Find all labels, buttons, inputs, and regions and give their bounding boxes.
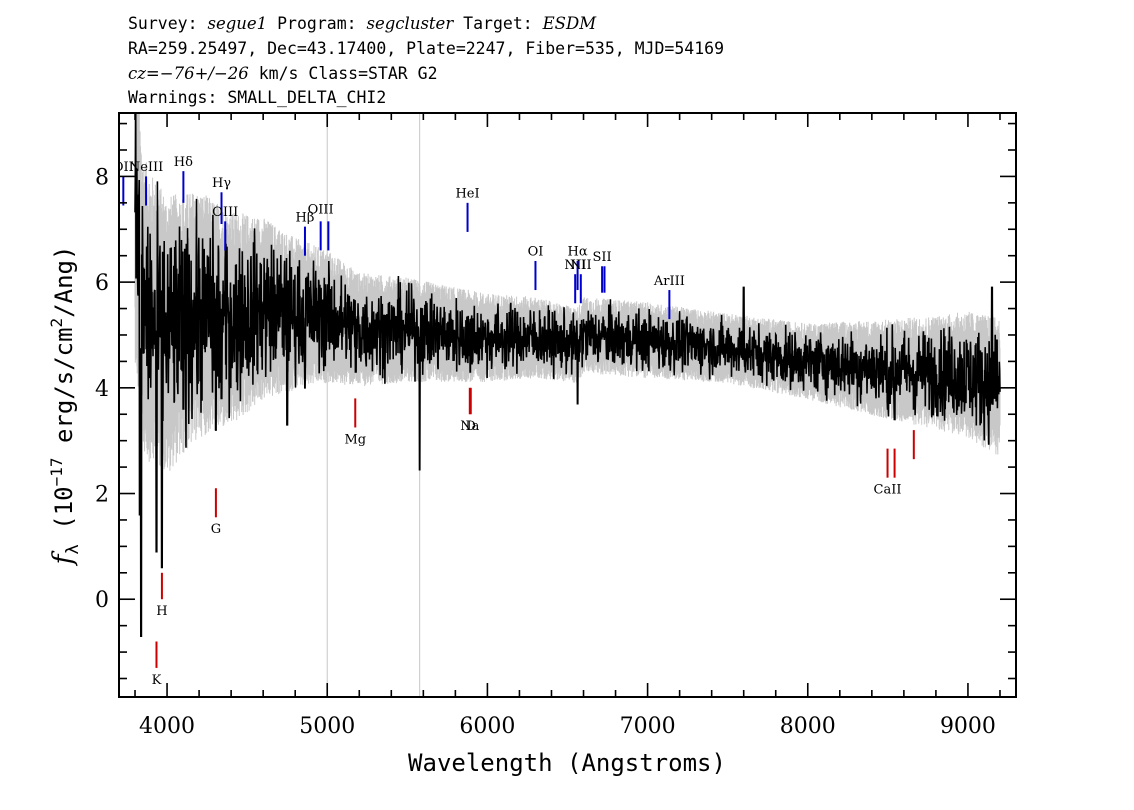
header-fragment: km/s Class=STAR G2 (249, 64, 438, 83)
y-label-units-c: /Ang) (50, 246, 78, 318)
emission-line-label: Hβ (296, 210, 315, 225)
header-fragment: cz=−76+/−26 (128, 64, 249, 83)
plot-frame (118, 112, 1017, 698)
emission-line-label: Hγ (212, 176, 231, 191)
sky-lines (326, 113, 421, 697)
emission-line-label: Hδ (174, 155, 193, 170)
emission-line-label: NII (564, 258, 586, 273)
absorption-line-label: K (152, 673, 162, 688)
header-line-2: RA=259.25497, Dec=43.17400, Plate=2247, … (128, 39, 724, 58)
emission-line-label: SII (593, 250, 612, 265)
header-fragment: Program: (267, 14, 366, 33)
y-label-exp-b: 2 (47, 318, 66, 328)
x-tick-label: 8000 (780, 714, 836, 739)
header-fragment: ESDM (542, 14, 598, 33)
chart-header: Survey: segue1 Program: segcluster Targe… (128, 14, 724, 107)
absorption-line-label: H (156, 604, 167, 619)
y-tick-label: 8 (95, 165, 109, 190)
emission-line-label: NeIII (129, 160, 163, 175)
absorption-line-label: D (466, 419, 476, 434)
absorption-line-label: CaII (874, 483, 902, 498)
y-axis-label: fλ (10−17 erg/s/cm2/Ang) (47, 246, 83, 567)
emission-line-label: Hα (568, 245, 588, 260)
emission-line-label: OII (113, 160, 134, 175)
absorption-line-label: Mg (344, 432, 366, 447)
emission-line-label: HeI (455, 187, 479, 202)
spectrum-line (134, 113, 1001, 637)
header-line-4: Warnings: SMALL_DELTA_CHI2 (128, 88, 386, 107)
header-fragment: Target: (453, 14, 542, 33)
emission-line-label: OIII (308, 202, 334, 217)
header-line-3: cz=−76+/−26 km/s Class=STAR G2 (128, 64, 438, 83)
x-tick-label: 6000 (459, 714, 515, 739)
absorption-line-label: Na (460, 419, 479, 434)
y-tick-label: 2 (95, 483, 109, 508)
x-tick-label: 7000 (620, 714, 676, 739)
emission-line-label: NII (570, 258, 592, 273)
x-tick-label: 4000 (139, 714, 195, 739)
y-tick-label: 6 (95, 271, 109, 296)
header-line-1: Survey: segue1 Program: segcluster Targe… (128, 14, 597, 33)
y-label-units-b: erg/s/cm (50, 327, 78, 457)
header-fragment: Survey: (128, 14, 207, 33)
header-fragment: segcluster (367, 14, 455, 33)
absorption-line-label: G (211, 522, 221, 537)
axis-ticks: 4000 5000 6000 7000 8000 9000 0 2 4 6 8 (95, 113, 1016, 739)
y-tick-label: 0 (95, 588, 109, 613)
header-fragment: segue1 (207, 14, 267, 33)
x-tick-label: 5000 (299, 714, 355, 739)
y-label-f: f (48, 550, 79, 566)
y-label-units-a: (10 (50, 486, 78, 544)
y-label-exp-a: −17 (47, 457, 66, 486)
x-axis-label: Wavelength (Angstroms) (408, 749, 726, 777)
y-tick-label: 4 (95, 377, 109, 402)
emission-line-label: ArIII (653, 274, 685, 289)
x-tick-label: 9000 (940, 714, 996, 739)
emission-line-label: OIII (212, 205, 238, 220)
svg-text:fλ (10−17 erg/s/cm2/Ang): fλ (10−17 erg/s/cm2/Ang) (47, 246, 83, 567)
emission-line-label: OI (528, 245, 544, 260)
y-label-lambda: λ (63, 544, 83, 554)
